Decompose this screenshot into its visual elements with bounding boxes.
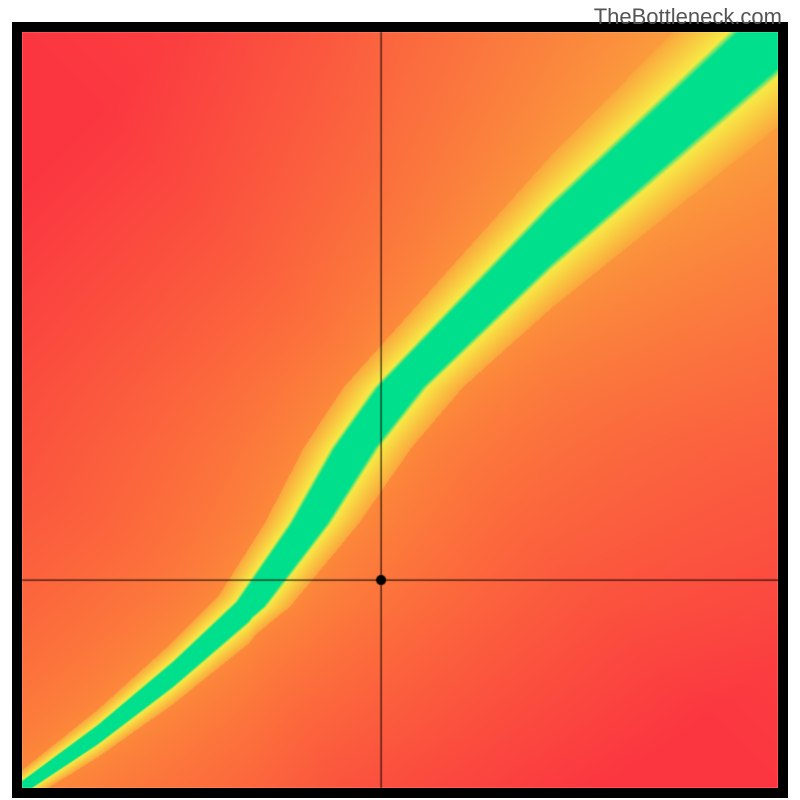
frame-left [12, 32, 22, 788]
heatmap-canvas [0, 0, 800, 800]
frame-bottom [12, 788, 788, 798]
watermark-text: TheBottleneck.com [594, 4, 782, 30]
bottleneck-heatmap-container: TheBottleneck.com [0, 0, 800, 800]
frame-right [778, 32, 788, 788]
